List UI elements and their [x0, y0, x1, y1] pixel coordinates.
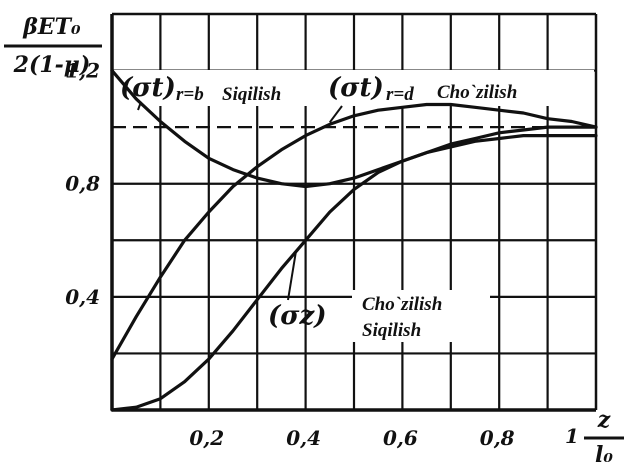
x-axis-title-denominator: l₀	[595, 442, 613, 468]
x-tick-label: 0,6	[383, 426, 418, 450]
axes: 0,2 0,4 0,6 0,8 0,4 0,8 1,2	[65, 12, 598, 450]
series-label-sigma-t-b: (σt) r=b Siqilish	[120, 73, 281, 105]
series-label-sigma-t-b-sub: r=b	[176, 84, 204, 105]
series-label-sigma-t-d-note: Cho`zilish	[437, 82, 517, 103]
series-line-sigma-t-d	[110, 102, 598, 361]
x-tick-label: 0,2	[189, 426, 224, 450]
series-line-sigma-z	[110, 134, 598, 412]
x-tick-label: 0,8	[480, 426, 515, 450]
zone-annotations: Cho`zilish Siqilish	[352, 290, 490, 342]
series-label-sigma-z-main: (σz)	[268, 301, 327, 331]
zone-label-compression: Siqilish	[362, 320, 421, 341]
label-band	[114, 70, 594, 106]
series-line-sigma-t-b	[110, 69, 598, 189]
series-label-sigma-t-b-main: (σt)	[120, 73, 176, 103]
series-label-sigma-z: (σz)	[268, 301, 327, 331]
leader-line-sigma-t-b	[137, 101, 142, 111]
x-axis-title-prefix: 1	[565, 424, 579, 448]
leader-line-sigma-z	[287, 251, 297, 301]
y-tick-label: 1,2	[65, 59, 100, 83]
y-axis-title-denominator: 2(1-μ)	[13, 52, 91, 78]
x-axis-title: 1 z l₀	[565, 407, 624, 468]
y-tick-label: 0,8	[65, 172, 100, 196]
y-tick-label: 0,4	[65, 285, 100, 309]
series-label-sigma-t-d-sub: r=d	[386, 84, 414, 105]
x-tick-label: 0,4	[286, 426, 321, 450]
y-axis-title: βET₀ 2(1-μ)	[4, 14, 102, 78]
x-axis-title-numerator: z	[597, 407, 611, 433]
zone-label-tension: Cho`zilish	[362, 294, 442, 315]
leader-line-sigma-t-d	[328, 105, 343, 123]
series-label-sigma-t-d: (σt) r=d Cho`zilish	[328, 73, 517, 105]
zone-annotation-background	[352, 290, 490, 342]
series-label-sigma-t-d-main: (σt)	[328, 73, 384, 103]
y-axis-title-numerator: βET₀	[22, 14, 81, 40]
series-layer	[110, 69, 598, 412]
series-label-sigma-t-b-note: Siqilish	[222, 84, 281, 105]
